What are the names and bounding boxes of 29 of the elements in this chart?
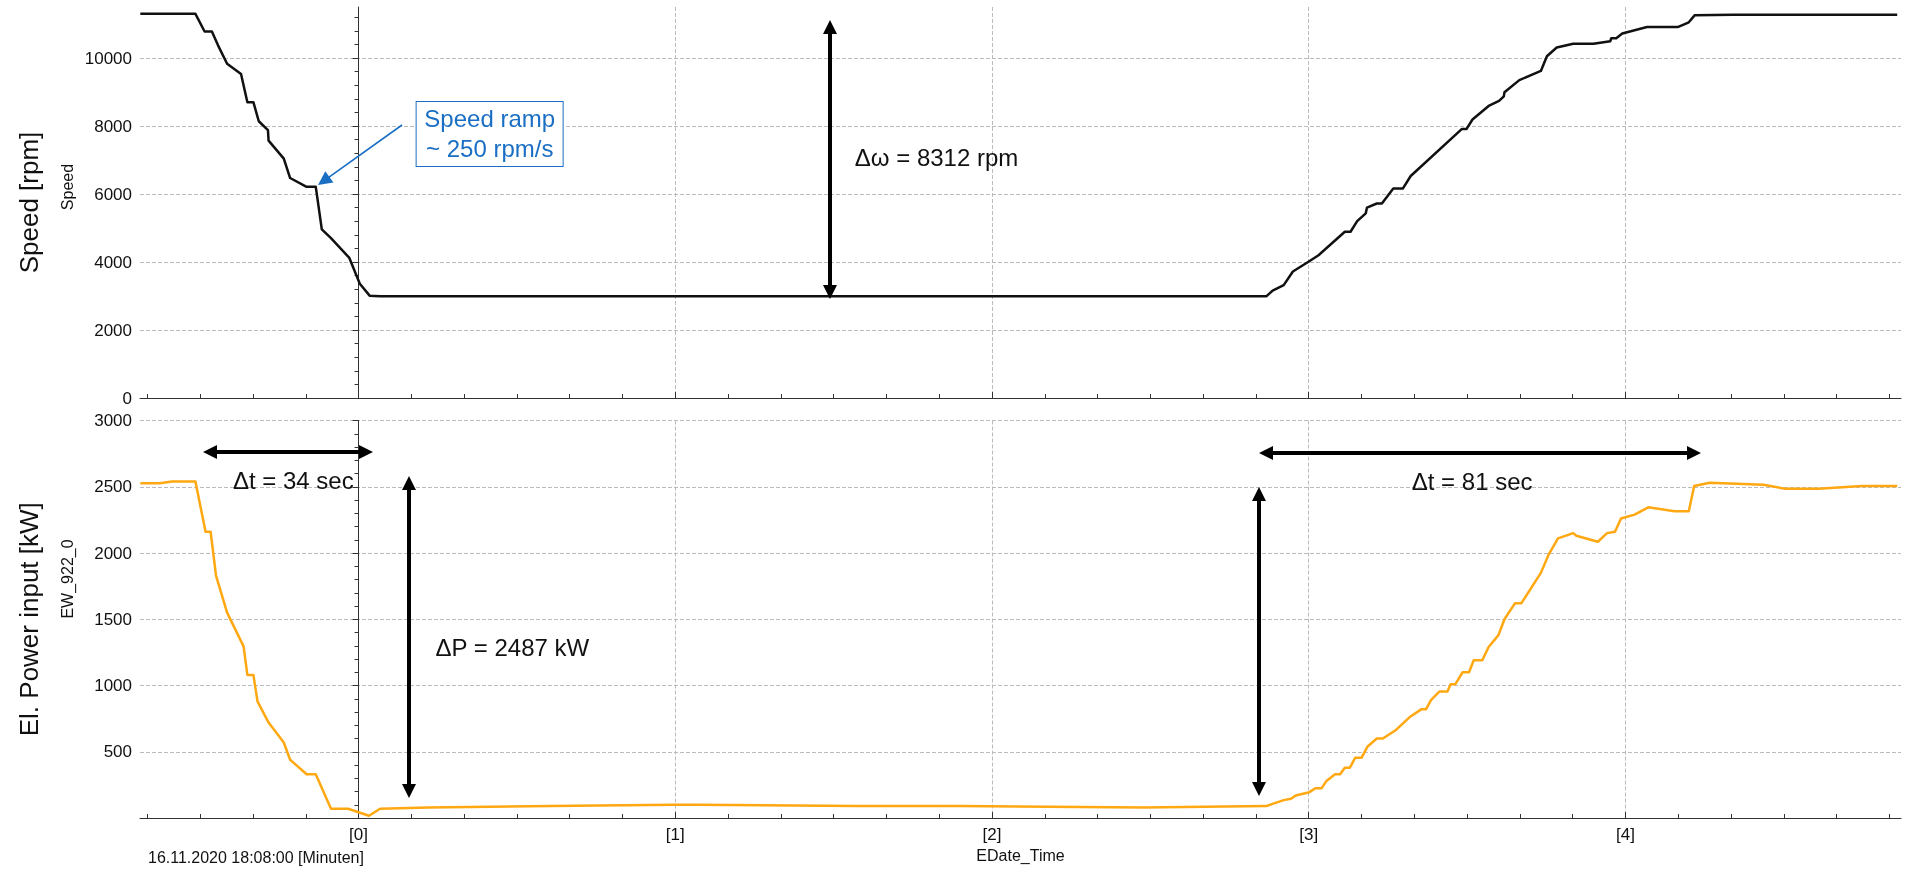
- y-tick-label: 2000: [94, 543, 132, 563]
- y-tick-label: 3000: [94, 411, 132, 430]
- annotation: Δt = 34 sec: [232, 466, 354, 495]
- x-tick-label: [1]: [665, 825, 685, 844]
- line-series: [139, 12, 1899, 298]
- y-tick-label: 1000: [94, 676, 132, 695]
- y-axis-title: Speed [rpm]: [14, 131, 44, 274]
- y-tick-label: 6000: [94, 184, 132, 204]
- x-tick-label: [2]: [982, 825, 1002, 844]
- y-tick-label: 500: [103, 742, 132, 762]
- y-tick-label: 2500: [94, 477, 132, 497]
- x-tick-label: [0]: [349, 825, 368, 844]
- y-tick-label: 8000: [94, 116, 132, 136]
- annotation: ΔP = 2487 kW: [435, 634, 590, 663]
- y-tick-label: 10000: [84, 48, 132, 68]
- y-tick-label: 0: [122, 388, 132, 408]
- text: 16.11.2020 18:08:00 [Minuten]: [148, 849, 364, 867]
- x-tick-label: [3]: [1299, 825, 1319, 844]
- y-axis-title: El. Power input [kW]: [14, 502, 44, 737]
- x-tick-label: [4]: [1615, 825, 1635, 844]
- annotation: Speed ramp ~ 250 rpm/s: [415, 100, 565, 167]
- y-tick-label: 1500: [94, 609, 132, 629]
- y-tick-label: 2000: [94, 320, 132, 340]
- x-axis-title: EDate_Time: [976, 847, 1065, 866]
- annotation: Δω = 8312 rpm: [854, 143, 1019, 172]
- y-tick-label: 4000: [94, 252, 132, 272]
- annotation: Δt = 81 sec: [1411, 467, 1533, 496]
- text: EW_922_0: [59, 539, 77, 619]
- text: Speed: [59, 163, 77, 210]
